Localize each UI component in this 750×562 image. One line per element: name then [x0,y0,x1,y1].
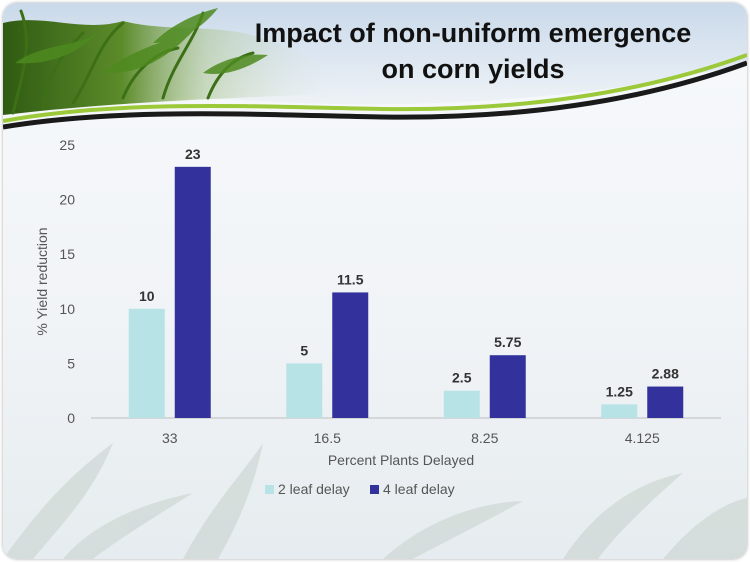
legend-swatch-1 [265,485,274,494]
data-label-2-3: 2.88 [652,366,679,382]
bar-1-1 [286,363,323,418]
y-tick-label-5: 25 [59,137,75,153]
y-tick-label-4: 20 [59,192,75,208]
bar-1-2 [443,390,480,418]
data-label-2-2: 5.75 [494,334,521,350]
y-axis-title: % Yield reduction [34,227,50,335]
bar-chart: 0 5 10 15 20 25 % Yield reduction 10 23 33 5 11.5 16… [34,137,721,497]
data-label-1-1: 5 [300,342,308,358]
x-tick-label-2: 8.25 [471,430,498,446]
y-tick-label-1: 5 [67,355,75,371]
x-tick-label-0: 33 [162,430,178,446]
legend-swatch-2 [370,485,379,494]
chart-title: Impact of non-uniform emergence on corn … [203,15,743,87]
y-tick-label-0: 0 [67,410,75,426]
y-tick-label-3: 15 [59,246,75,262]
x-tick-label-3: 4.125 [625,430,660,446]
legend-label-2: 4 leaf delay [383,481,455,497]
x-tick-label-1: 16.5 [314,430,341,446]
bar-2-1 [332,292,369,418]
legend-label-1: 2 leaf delay [278,481,350,497]
slide: Impact of non-uniform emergence on corn … [3,3,747,559]
data-label-1-3: 1.25 [606,383,633,399]
chart-title-line-2: on corn yields [381,54,565,84]
data-label-1-2: 2.5 [452,370,472,386]
data-label-2-0: 23 [185,146,201,162]
data-label-1-0: 10 [139,288,155,304]
x-axis-title: Percent Plants Delayed [328,452,474,468]
bar-2-3 [647,386,684,418]
bar-1-3 [601,404,638,418]
data-label-2-1: 11.5 [337,271,364,287]
bar-2-2 [489,355,526,418]
bar-1-0 [128,308,165,418]
chart-title-line-1: Impact of non-uniform emergence [254,18,692,48]
corn-banner-image [3,3,747,130]
bar-2-0 [174,166,211,418]
background-leaves-image [3,443,747,559]
y-tick-label-2: 10 [59,301,75,317]
